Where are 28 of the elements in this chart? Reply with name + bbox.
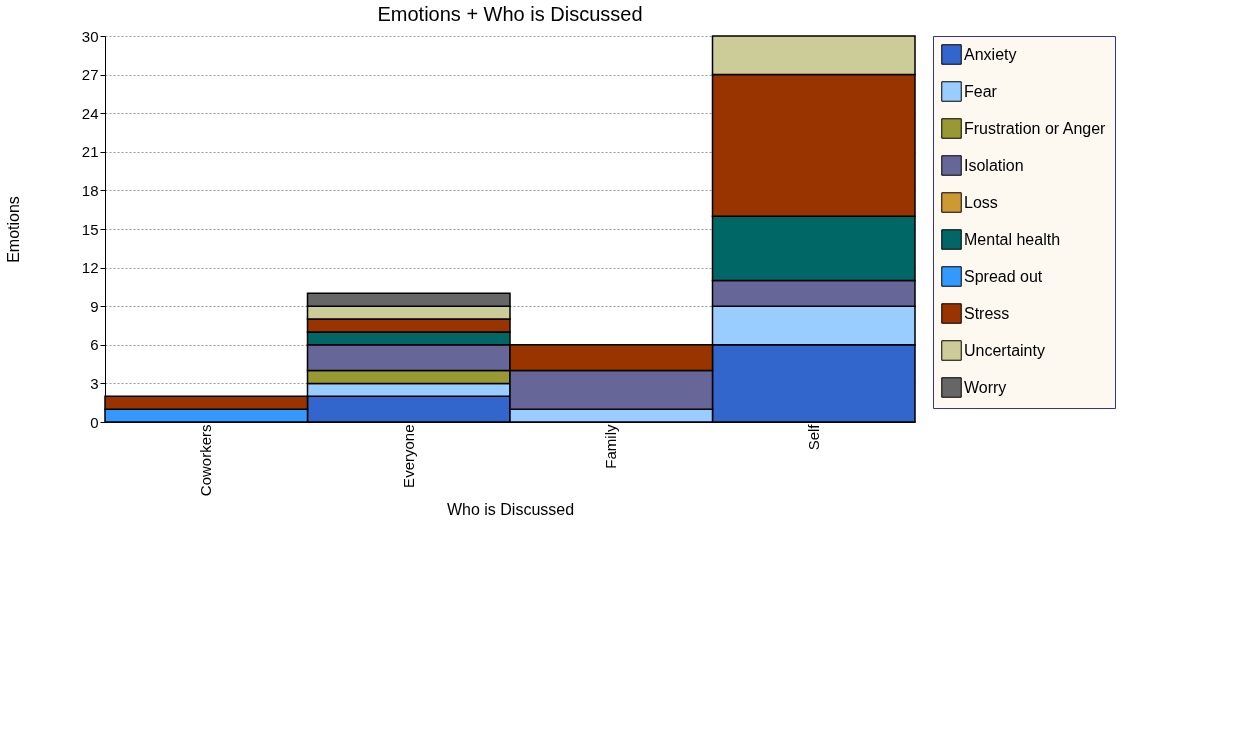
y-tick-label: 0 [90, 413, 99, 431]
y-tick-label: 18 [81, 181, 99, 199]
legend-label: Mental health [964, 230, 1061, 248]
x-tick-label: Self [804, 423, 822, 451]
legend-label: Isolation [964, 156, 1024, 174]
y-tick-label: 12 [81, 259, 99, 277]
x-tick-label: Coworkers [197, 424, 215, 497]
y-tick-label: 21 [81, 143, 99, 161]
legend-label: Stress [964, 304, 1010, 322]
y-tick-label: 9 [90, 297, 99, 315]
y-tick-label: 24 [81, 104, 99, 122]
y-tick-label: 6 [90, 336, 99, 354]
legend-label: Fear [964, 82, 998, 100]
legend-label: Frustration or Anger [964, 119, 1107, 137]
y-tick-label: 3 [90, 374, 99, 392]
chart-title: Emotions + Who is Discussed [377, 3, 643, 25]
legend-label: Anxiety [964, 45, 1017, 63]
y-axis-title: Emotions [4, 196, 22, 263]
legend-label: Worry [964, 378, 1007, 396]
x-tick-label: Family [602, 424, 620, 469]
y-tick-label: 30 [81, 27, 99, 45]
y-tick-label: 15 [81, 220, 99, 238]
legend-label: Uncertainty [964, 341, 1045, 359]
legend-label: Loss [964, 193, 998, 211]
legend-label: Spread out [964, 267, 1043, 285]
y-tick-label: 27 [81, 66, 99, 84]
x-tick-label: Everyone [399, 424, 417, 488]
x-axis-title: Who is Discussed [446, 501, 575, 519]
